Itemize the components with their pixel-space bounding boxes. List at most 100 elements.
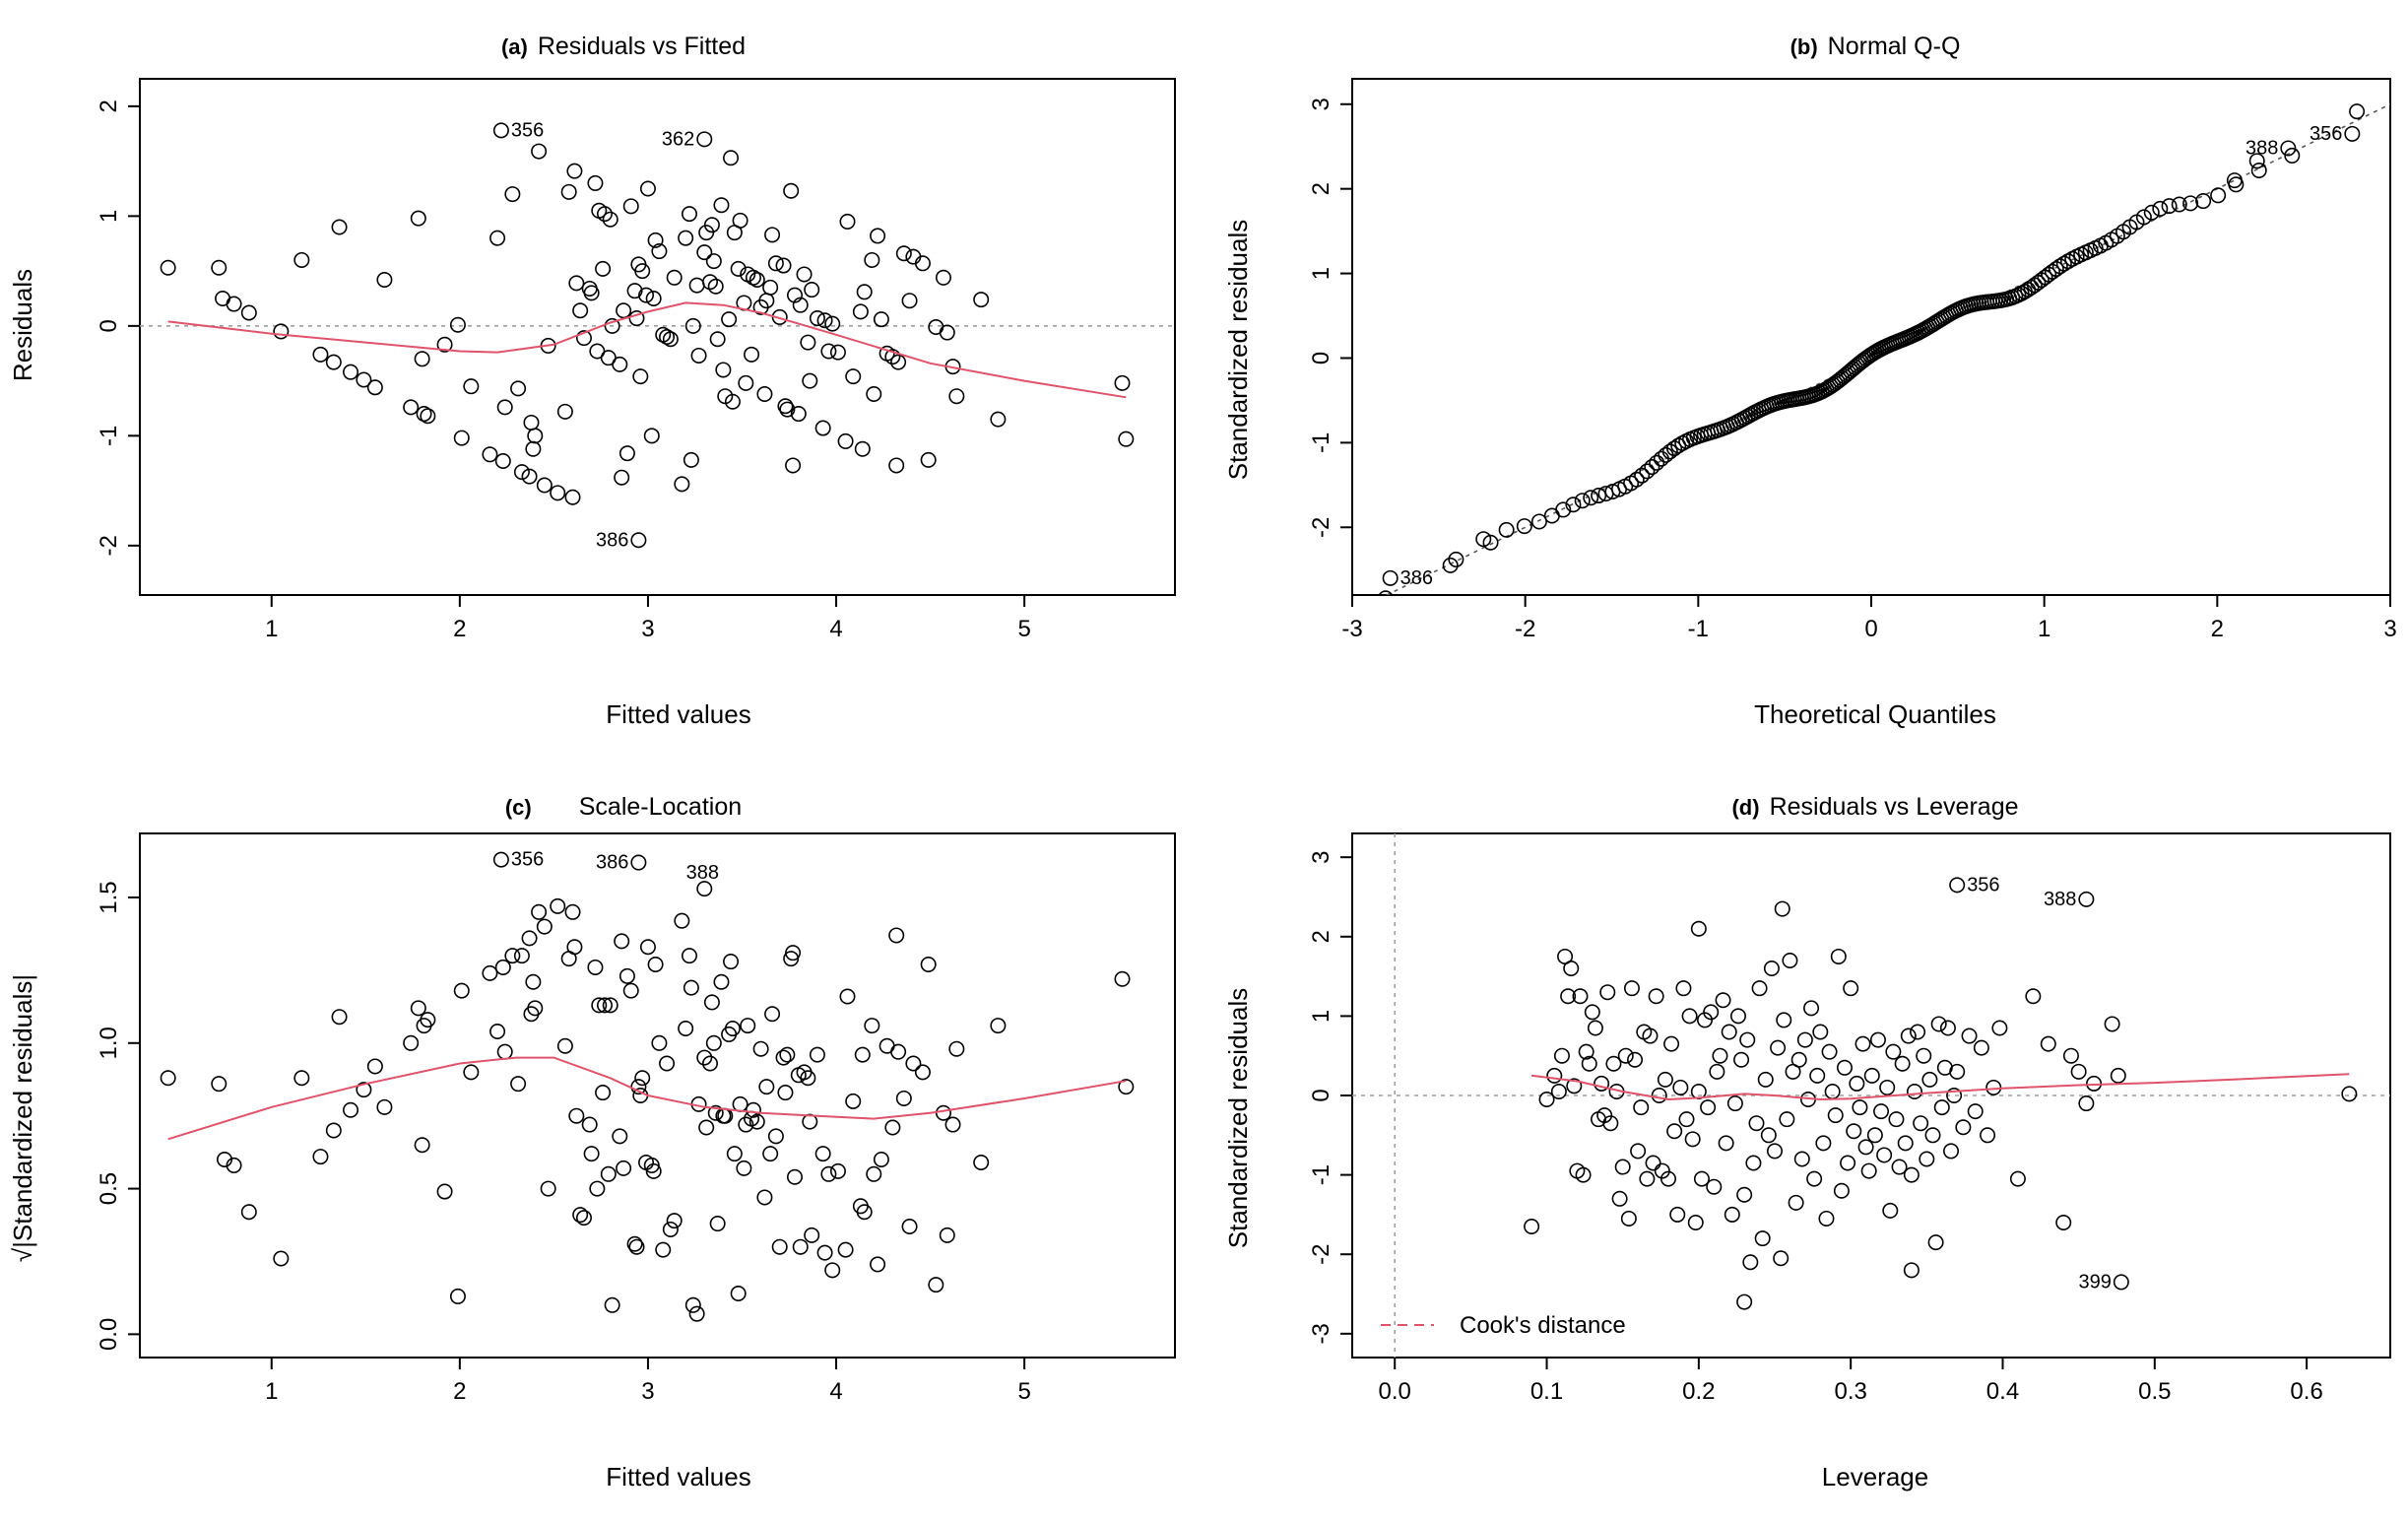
data-point <box>1633 1099 1650 1116</box>
data-point <box>1678 1111 1695 1128</box>
data-point <box>634 1070 651 1087</box>
data-point <box>1382 569 1399 586</box>
data-point <box>612 356 628 372</box>
data-point <box>973 1154 990 1170</box>
data-point <box>696 881 713 897</box>
data-point <box>1894 1055 1911 1072</box>
data-point <box>920 956 937 972</box>
data-point <box>160 259 176 276</box>
data-point <box>513 948 530 964</box>
data-point <box>1885 1043 1902 1060</box>
data-point <box>589 1180 606 1197</box>
data-point <box>1946 1088 1963 1104</box>
data-point <box>1733 1051 1750 1068</box>
data-point <box>873 1152 889 1168</box>
data-point <box>2143 204 2160 221</box>
y-tick-label: 3 <box>1308 851 1334 864</box>
data-point <box>1855 1035 1871 1052</box>
data-point <box>1628 471 1645 488</box>
data-point <box>1700 1099 1717 1116</box>
data-point <box>2040 1035 2056 1052</box>
data-point <box>453 430 470 446</box>
data-point <box>414 1137 430 1154</box>
data-point <box>1812 1024 1829 1040</box>
data-point <box>756 385 773 402</box>
data-point <box>2341 1086 2358 1102</box>
data-point <box>2344 125 2361 142</box>
plot-area <box>140 122 1175 549</box>
data-point <box>705 253 722 270</box>
data-point <box>703 994 720 1011</box>
data-point <box>1882 1202 1899 1219</box>
data-point <box>634 263 651 280</box>
data-point <box>688 277 705 294</box>
data-point <box>837 432 854 449</box>
data-point <box>1879 1079 1896 1095</box>
data-point <box>595 260 612 277</box>
data-point <box>614 469 630 486</box>
data-point <box>715 362 732 378</box>
data-point <box>1863 1067 1880 1084</box>
data-point <box>376 1098 393 1115</box>
data-point <box>293 1070 310 1087</box>
data-point <box>1596 1107 1613 1124</box>
data-point <box>1442 557 1459 573</box>
data-point <box>2195 193 2212 210</box>
data-point <box>2248 153 2265 169</box>
data-point <box>2078 1095 2095 1112</box>
data-point <box>523 414 540 431</box>
data-point <box>1748 1115 1765 1132</box>
data-point <box>809 1046 825 1063</box>
y-tick-label: 1 <box>1308 267 1334 280</box>
data-point <box>1767 1143 1784 1160</box>
data-point <box>566 939 583 956</box>
data-point <box>1770 1039 1787 1056</box>
data-point <box>550 485 566 501</box>
data-point <box>1538 1092 1555 1108</box>
data-point <box>645 290 662 306</box>
data-point <box>1574 493 1591 509</box>
data-point <box>738 1116 754 1133</box>
data-point <box>1649 454 1665 471</box>
loess-smooth-line <box>167 1056 1127 1141</box>
data-point <box>928 1277 944 1293</box>
data-point <box>343 364 359 380</box>
y-tick-label: -1 <box>1308 432 1334 453</box>
data-point <box>616 1160 632 1176</box>
data-point <box>1793 1151 1810 1167</box>
data-point <box>1843 980 1859 997</box>
data-point <box>366 1058 383 1075</box>
data-point <box>1773 1250 1790 1267</box>
data-point <box>730 260 747 277</box>
data-point <box>2055 255 2072 272</box>
data-point <box>814 420 831 436</box>
data-point <box>1860 1162 1877 1179</box>
data-point <box>618 445 635 462</box>
data-point <box>1921 1071 1938 1088</box>
data-point <box>713 973 730 990</box>
x-tick-label: 0 <box>1864 616 1877 642</box>
data-point <box>732 212 748 229</box>
data-point <box>2062 1047 2079 1064</box>
data-point <box>1715 992 1731 1009</box>
data-point <box>1118 431 1135 447</box>
point-label-356: 356 <box>2310 123 2342 145</box>
data-point <box>707 278 724 295</box>
x-tick-label: -3 <box>1341 616 1362 642</box>
data-point <box>410 210 426 227</box>
data-point <box>1869 1031 1886 1048</box>
data-point <box>854 440 871 457</box>
data-point <box>2078 891 2095 907</box>
data-point <box>273 1250 290 1267</box>
data-point <box>2226 172 2243 189</box>
data-point <box>1563 961 1580 977</box>
data-point <box>1852 1099 1868 1116</box>
data-point <box>785 457 802 474</box>
data-point <box>666 1213 683 1229</box>
data-point <box>707 1104 724 1121</box>
data-point <box>566 163 583 179</box>
point-label-356: 356 <box>1967 874 1999 895</box>
data-point <box>726 1146 743 1162</box>
x-tick-label: 0.5 <box>2138 1378 2171 1405</box>
x-tick-label: 0.3 <box>1834 1378 1866 1405</box>
